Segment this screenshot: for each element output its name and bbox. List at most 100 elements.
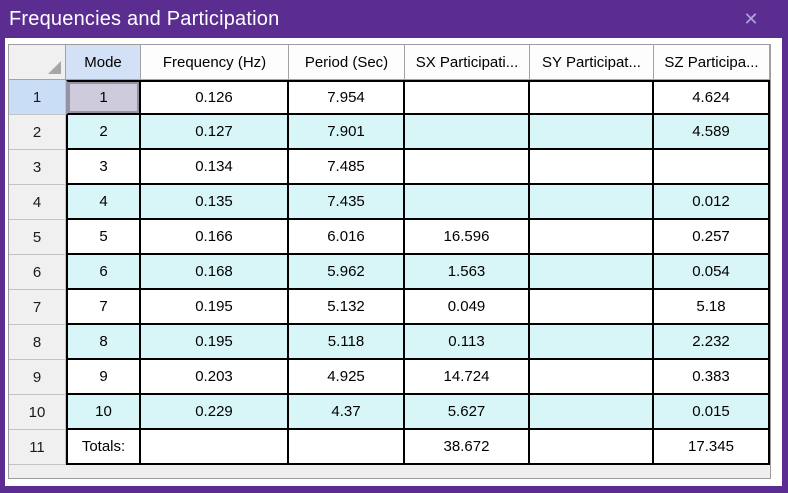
table-row: 5 5 0.166 6.016 16.596 0.257	[9, 220, 770, 255]
cell-sz[interactable]: 4.589	[654, 115, 770, 150]
cell-mode[interactable]: 8	[66, 325, 141, 360]
cell-frequency[interactable]: 0.135	[141, 185, 289, 220]
cell-sx-total[interactable]: 38.672	[405, 430, 530, 465]
cell-sy[interactable]	[530, 325, 654, 360]
cell-frequency[interactable]: 0.168	[141, 255, 289, 290]
cell-sz[interactable]	[654, 150, 770, 185]
title-bar[interactable]: Frequencies and Participation ✕	[5, 0, 782, 38]
row-header[interactable]: 2	[9, 115, 66, 150]
cell-sy[interactable]	[530, 220, 654, 255]
table-row: 9 9 0.203 4.925 14.724 0.383	[9, 360, 770, 395]
cell-sy[interactable]	[530, 360, 654, 395]
cell-sy[interactable]	[530, 185, 654, 220]
cell-sx[interactable]	[405, 150, 530, 185]
cell-sx[interactable]	[405, 185, 530, 220]
cell-sy-total[interactable]	[530, 430, 654, 465]
totals-row: 11 Totals: 38.672 17.345	[9, 430, 770, 465]
cell-period[interactable]: 4.925	[289, 360, 405, 395]
cell-frequency[interactable]: 0.134	[141, 150, 289, 185]
cell-sx[interactable]	[405, 80, 530, 115]
cell-period[interactable]: 5.132	[289, 290, 405, 325]
cell-mode[interactable]: 9	[66, 360, 141, 395]
cell-sy[interactable]	[530, 290, 654, 325]
cell-mode-selected[interactable]: 1	[66, 80, 141, 115]
row-header[interactable]: 3	[9, 150, 66, 185]
cell-frequency[interactable]: 0.203	[141, 360, 289, 395]
cell-period[interactable]: 7.485	[289, 150, 405, 185]
cell-mode[interactable]: 3	[66, 150, 141, 185]
window-title: Frequencies and Participation	[9, 7, 280, 30]
cell-period[interactable]: 7.901	[289, 115, 405, 150]
cell-frequency[interactable]: 0.127	[141, 115, 289, 150]
row-header[interactable]: 8	[9, 325, 66, 360]
cell-mode[interactable]: 6	[66, 255, 141, 290]
table-row: 7 7 0.195 5.132 0.049 5.18	[9, 290, 770, 325]
cell-sz[interactable]: 0.054	[654, 255, 770, 290]
cell-mode[interactable]: 10	[66, 395, 141, 430]
cell-period[interactable]	[289, 430, 405, 465]
cell-mode[interactable]: 5	[66, 220, 141, 255]
cell-frequency[interactable]: 0.229	[141, 395, 289, 430]
cell-sy[interactable]	[530, 80, 654, 115]
cell-sy[interactable]	[530, 255, 654, 290]
cell-sx[interactable]: 0.049	[405, 290, 530, 325]
cell-totals-label[interactable]: Totals:	[66, 430, 141, 465]
cell-frequency[interactable]: 0.195	[141, 325, 289, 360]
row-header[interactable]: 9	[9, 360, 66, 395]
cell-sx[interactable]: 1.563	[405, 255, 530, 290]
row-header[interactable]: 7	[9, 290, 66, 325]
cell-sz[interactable]: 0.015	[654, 395, 770, 430]
cell-sx[interactable]: 16.596	[405, 220, 530, 255]
row-header[interactable]: 6	[9, 255, 66, 290]
cell-mode[interactable]: 2	[66, 115, 141, 150]
cell-sy[interactable]	[530, 395, 654, 430]
cell-period[interactable]: 5.118	[289, 325, 405, 360]
corner-triangle-icon	[48, 61, 61, 74]
column-header-sz-participation[interactable]: SZ Participa...	[654, 45, 770, 80]
frequencies-table: Mode Frequency (Hz) Period (Sec) SX Part…	[8, 44, 771, 479]
table-row: 2 2 0.127 7.901 4.589	[9, 115, 770, 150]
table-row: 4 4 0.135 7.435 0.012	[9, 185, 770, 220]
cell-sy[interactable]	[530, 115, 654, 150]
column-header-period[interactable]: Period (Sec)	[289, 45, 405, 80]
grid-empty-area	[9, 465, 770, 478]
cell-frequency[interactable]: 0.166	[141, 220, 289, 255]
cell-sz[interactable]: 4.624	[654, 80, 770, 115]
cell-sx[interactable]: 5.627	[405, 395, 530, 430]
table-row: 8 8 0.195 5.118 0.113 2.232	[9, 325, 770, 360]
cell-sx[interactable]: 0.113	[405, 325, 530, 360]
column-header-sx-participation[interactable]: SX Participati...	[405, 45, 530, 80]
cell-sz[interactable]: 2.232	[654, 325, 770, 360]
row-header[interactable]: 5	[9, 220, 66, 255]
cell-sz[interactable]: 0.383	[654, 360, 770, 395]
column-header-sy-participation[interactable]: SY Participat...	[530, 45, 654, 80]
cell-period[interactable]: 6.016	[289, 220, 405, 255]
table-header-row: Mode Frequency (Hz) Period (Sec) SX Part…	[9, 45, 770, 80]
cell-mode[interactable]: 4	[66, 185, 141, 220]
cell-sx[interactable]: 14.724	[405, 360, 530, 395]
close-icon: ✕	[743, 8, 759, 29]
cell-period[interactable]: 5.962	[289, 255, 405, 290]
column-header-frequency[interactable]: Frequency (Hz)	[141, 45, 289, 80]
cell-sz[interactable]: 0.012	[654, 185, 770, 220]
cell-frequency[interactable]: 0.195	[141, 290, 289, 325]
table-row: 3 3 0.134 7.485	[9, 150, 770, 185]
cell-frequency[interactable]: 0.126	[141, 80, 289, 115]
cell-period[interactable]: 7.954	[289, 80, 405, 115]
close-button[interactable]: ✕	[734, 4, 768, 34]
cell-sx[interactable]	[405, 115, 530, 150]
row-header[interactable]: 4	[9, 185, 66, 220]
cell-period[interactable]: 7.435	[289, 185, 405, 220]
cell-frequency[interactable]	[141, 430, 289, 465]
select-all-corner[interactable]	[9, 45, 66, 80]
cell-period[interactable]: 4.37	[289, 395, 405, 430]
row-header[interactable]: 11	[9, 430, 66, 465]
cell-sz-total[interactable]: 17.345	[654, 430, 770, 465]
cell-sz[interactable]: 5.18	[654, 290, 770, 325]
column-header-mode[interactable]: Mode	[66, 45, 141, 80]
cell-mode[interactable]: 7	[66, 290, 141, 325]
row-header[interactable]: 10	[9, 395, 66, 430]
cell-sz[interactable]: 0.257	[654, 220, 770, 255]
row-header[interactable]: 1	[9, 80, 66, 115]
cell-sy[interactable]	[530, 150, 654, 185]
